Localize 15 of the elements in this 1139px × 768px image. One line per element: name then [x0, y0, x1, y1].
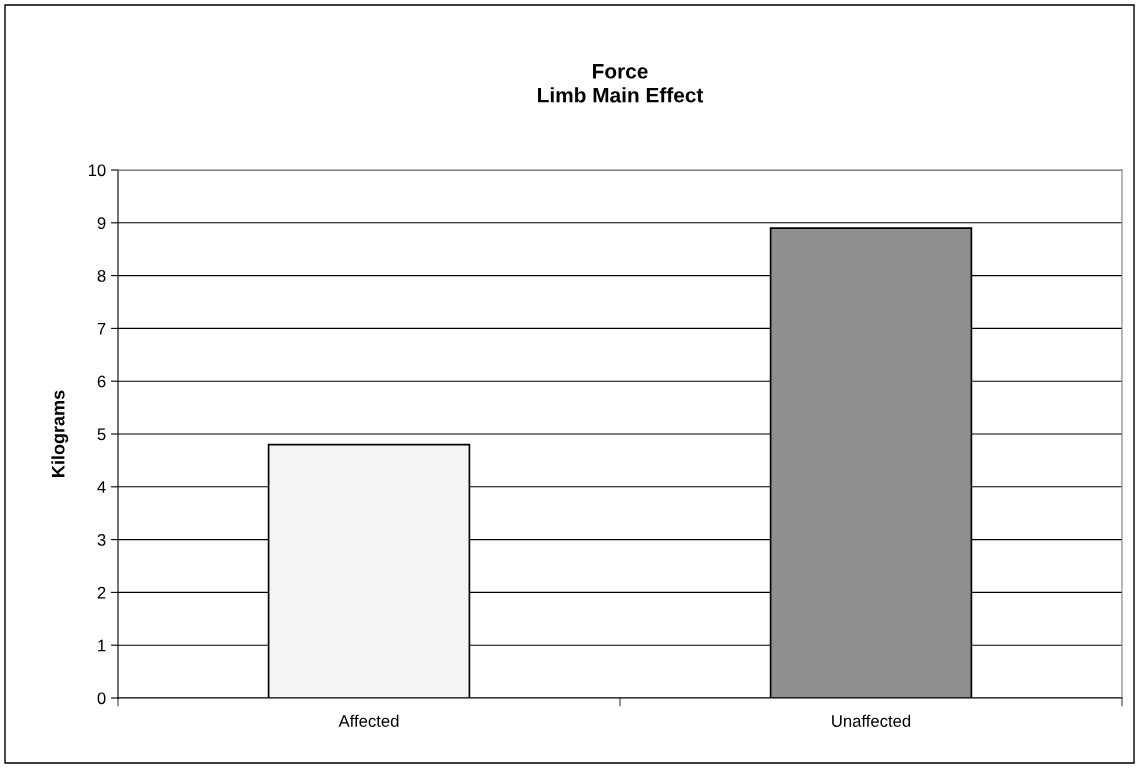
y-axis-title: Kilograms: [51, 390, 69, 477]
y-tick-label: 4: [97, 481, 106, 493]
y-tick-label: 1: [98, 639, 106, 652]
x-tick-label: Unaffected: [832, 714, 911, 727]
y-tick-label: 0: [97, 692, 106, 705]
y-tick-label: 9: [97, 217, 106, 229]
x-tick-label: Affected: [338, 714, 399, 727]
y-tick-label: 2: [97, 586, 106, 599]
y-tick-label: 7: [97, 322, 106, 335]
y-tick-label: 6: [97, 375, 106, 388]
y-tick-label: 8: [97, 270, 106, 282]
y-tick-label: 10: [88, 164, 106, 177]
y-tick-label: 3: [97, 534, 106, 546]
chart-title: Force Limb Main Effect: [538, 64, 704, 103]
y-tick-label: 5: [97, 428, 106, 441]
